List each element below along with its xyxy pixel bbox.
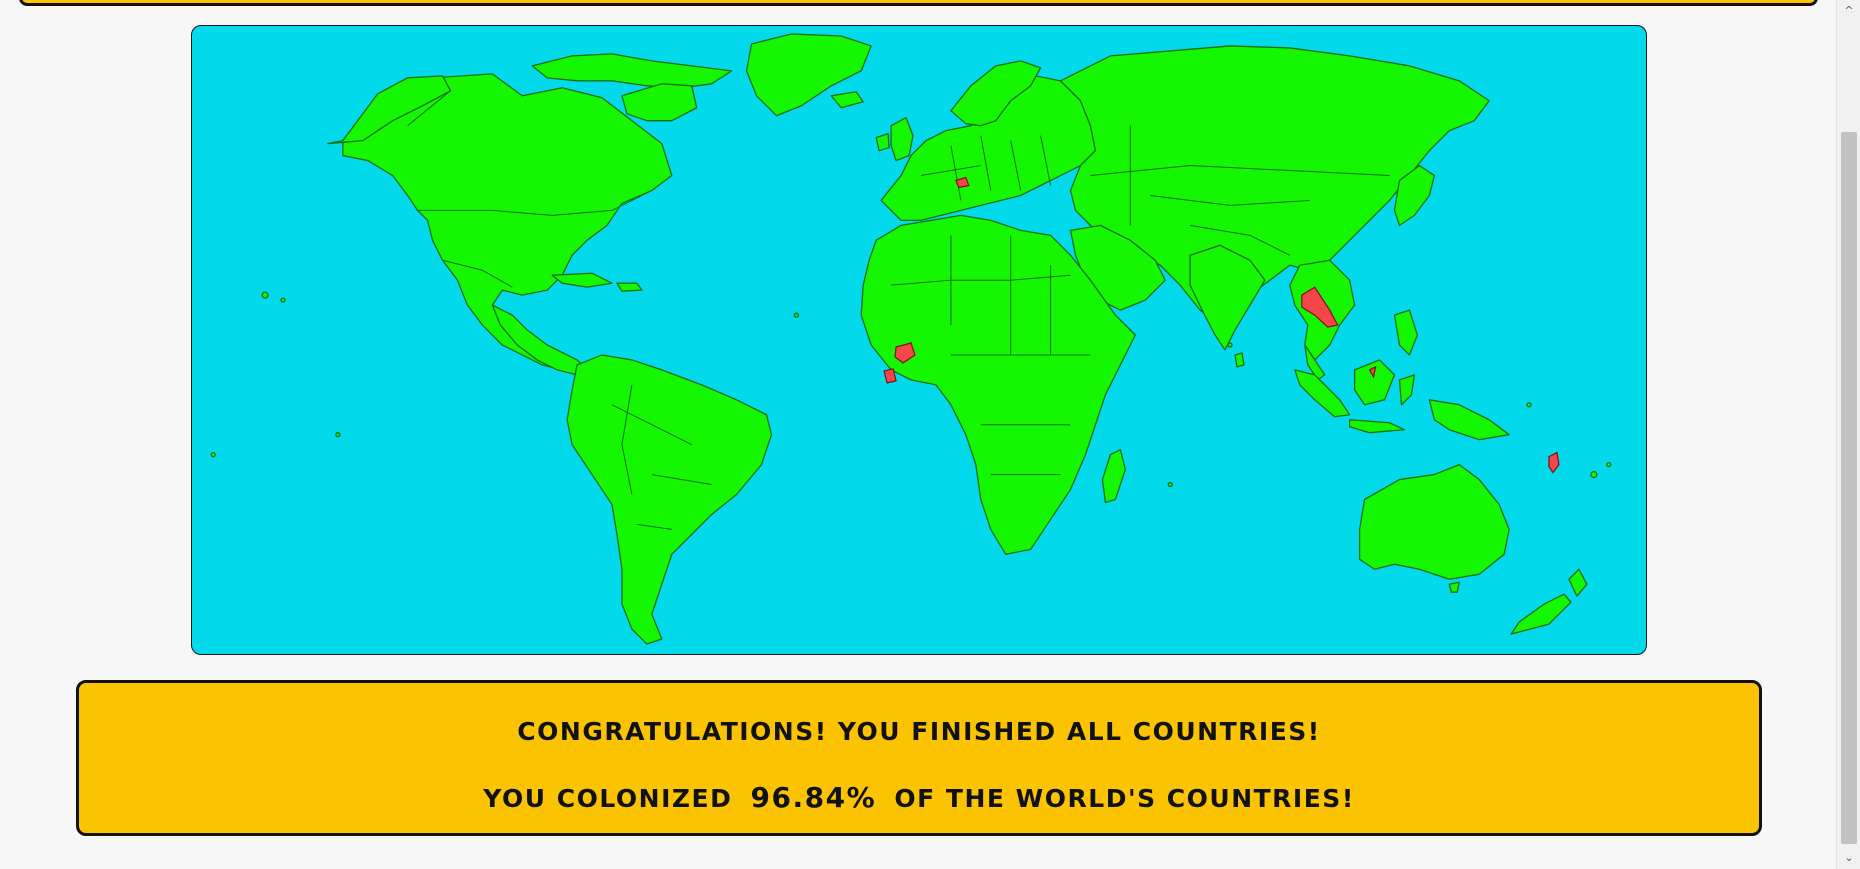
australia[interactable] [1358,463,1510,580]
island[interactable] [261,291,269,299]
colonized-summary: YOU COLONIZED 96.84% OF THE WORLD'S COUN… [79,781,1759,814]
europe-borders [920,135,1052,201]
borneo[interactable] [1353,359,1396,406]
great-britain[interactable] [890,117,914,162]
island[interactable] [210,451,216,458]
alaska-border [407,90,451,127]
island[interactable] [1526,402,1532,408]
new-zealand-north[interactable] [1568,568,1588,597]
colonized-suffix: OF THE WORLD'S COUNTRIES! [894,784,1355,813]
japan[interactable] [1393,164,1436,227]
page-scrollbar[interactable]: ^ ⌄ [1836,0,1860,869]
cuba[interactable] [551,272,613,288]
red-country[interactable] [1548,451,1560,474]
island[interactable] [335,432,341,438]
world-map[interactable] [191,25,1647,655]
iceland[interactable] [830,91,864,109]
africa[interactable] [860,214,1136,555]
scandinavia[interactable] [950,60,1042,127]
red-country[interactable] [894,342,916,364]
island[interactable] [1606,461,1612,468]
baffin-island[interactable] [621,83,698,122]
hispaniola[interactable] [616,282,643,292]
congratulations-text: CONGRATULATIONS! YOU FINISHED ALL COUNTR… [517,717,1321,746]
red-country[interactable] [1301,286,1339,328]
south-america-borders [611,384,712,530]
asia-borders [1090,125,1390,256]
us-mexico-border [442,259,513,288]
top-panel-edge [19,0,1818,6]
ireland[interactable] [875,133,890,152]
red-country[interactable] [955,176,970,189]
arctic-islands[interactable] [531,53,733,89]
greenland[interactable] [745,33,872,117]
new-zealand-south[interactable] [1510,593,1572,635]
new-guinea[interactable] [1428,399,1510,441]
madagascar[interactable] [1101,449,1126,504]
colonized-prefix: YOU COLONIZED [483,784,733,813]
africa-borders [891,235,1091,476]
red-country[interactable] [1368,365,1377,379]
colonized-percent: 96.84% [750,781,877,814]
sulawesi[interactable] [1398,374,1416,406]
island[interactable] [1167,481,1173,488]
philippines[interactable] [1393,309,1419,356]
chevron-down-icon[interactable]: ⌄ [1844,851,1854,864]
scrollbar-thumb[interactable] [1841,132,1857,844]
sumatra[interactable] [1294,369,1351,418]
malay-peninsula[interactable] [1304,344,1326,381]
sri-lanka[interactable] [1234,352,1245,368]
result-panel: CONGRATULATIONS! YOU FINISHED ALL COUNTR… [76,680,1762,836]
red-country[interactable] [883,368,897,384]
java[interactable] [1348,419,1406,434]
island[interactable] [280,297,286,303]
south-america[interactable] [566,354,773,645]
world-map-svg[interactable] [192,26,1646,654]
india[interactable] [1189,244,1266,351]
island[interactable] [793,312,800,318]
alaska[interactable] [327,75,452,145]
us-canada-border [417,190,653,216]
chevron-up-icon[interactable]: ^ [1844,4,1854,17]
island[interactable] [1590,470,1598,479]
tasmania[interactable] [1448,581,1460,593]
island[interactable] [1227,342,1233,348]
